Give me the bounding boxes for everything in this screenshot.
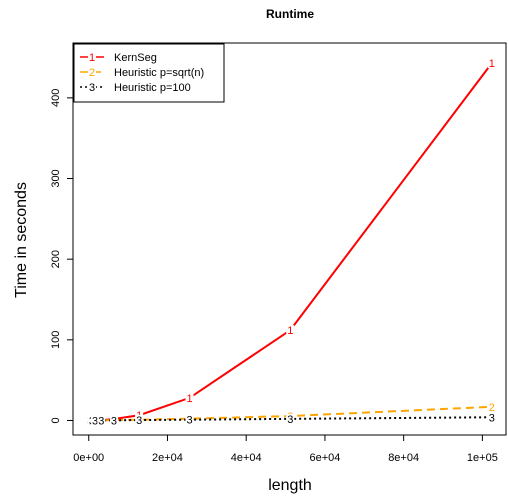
data-point-bg xyxy=(185,392,194,403)
data-point: 3 xyxy=(489,412,495,424)
data-point-bg xyxy=(135,415,144,426)
x-axis-label: length xyxy=(268,477,312,494)
legend-box xyxy=(73,43,225,103)
legend-marker-bg xyxy=(88,82,96,92)
data-point-bg xyxy=(185,414,194,425)
chart-title: Runtime xyxy=(266,7,314,21)
data-point-bg xyxy=(487,58,496,69)
y-tick-label: 200 xyxy=(50,250,62,268)
data-point-bg xyxy=(487,412,496,423)
legend-label: Heuristic p=100 xyxy=(114,82,191,94)
data-point-bg xyxy=(109,415,118,426)
y-axis: 0 100 200 300 400 xyxy=(50,89,73,424)
legend-marker-bg xyxy=(88,52,96,62)
x-tick-label: 2e+04 xyxy=(152,452,183,464)
data-point: 1 xyxy=(489,58,495,70)
data-point: 1 xyxy=(287,325,293,337)
legend-marker: 2 xyxy=(89,67,95,79)
data-point: 3 xyxy=(98,415,104,427)
y-tick-label: 0 xyxy=(50,417,62,423)
x-tick-label: 4e+04 xyxy=(231,452,262,464)
data-point-bg xyxy=(91,415,100,426)
series-1: 11111111111 xyxy=(85,58,496,427)
y-tick-label: 400 xyxy=(50,89,62,107)
legend: 1 KernSeg 2 Heuristic p=sqrt(n) 3 Heuristic p… xyxy=(73,43,225,103)
y-axis-label: Time in seconds xyxy=(13,182,30,298)
legend-label: Heuristic p=sqrt(n) xyxy=(114,67,204,79)
series-layer: 111111111112222222222233333333333 xyxy=(85,58,496,427)
legend-marker: 1 xyxy=(89,52,95,64)
legend-marker-bg xyxy=(88,67,96,77)
data-point-bg xyxy=(286,325,295,336)
data-point: 3 xyxy=(136,415,142,427)
data-point: 3 xyxy=(92,415,98,427)
series-line xyxy=(89,62,493,422)
x-tick-label: 0e+00 xyxy=(73,452,104,464)
data-point-bg xyxy=(286,413,295,424)
legend-marker: 3 xyxy=(89,82,95,94)
x-tick-label: 6e+04 xyxy=(309,452,340,464)
series-3: 33333333333 xyxy=(85,412,496,427)
x-axis: 0e+00 2e+04 4e+04 6e+04 8e+04 1e+05 xyxy=(73,435,498,464)
x-tick-label: 8e+04 xyxy=(388,452,419,464)
data-point-bg xyxy=(487,401,496,412)
data-point: 3 xyxy=(186,415,192,427)
data-point-bg xyxy=(97,415,106,426)
data-point: 3 xyxy=(287,414,293,426)
plot-frame xyxy=(72,42,507,436)
data-point: 2 xyxy=(489,402,495,414)
x-tick-label: 1e+05 xyxy=(467,452,498,464)
legend-label: KernSeg xyxy=(114,52,157,64)
data-point: 1 xyxy=(186,393,192,405)
y-tick-label: 100 xyxy=(50,331,62,349)
data-point: 3 xyxy=(111,415,117,427)
y-tick-label: 300 xyxy=(50,169,62,187)
